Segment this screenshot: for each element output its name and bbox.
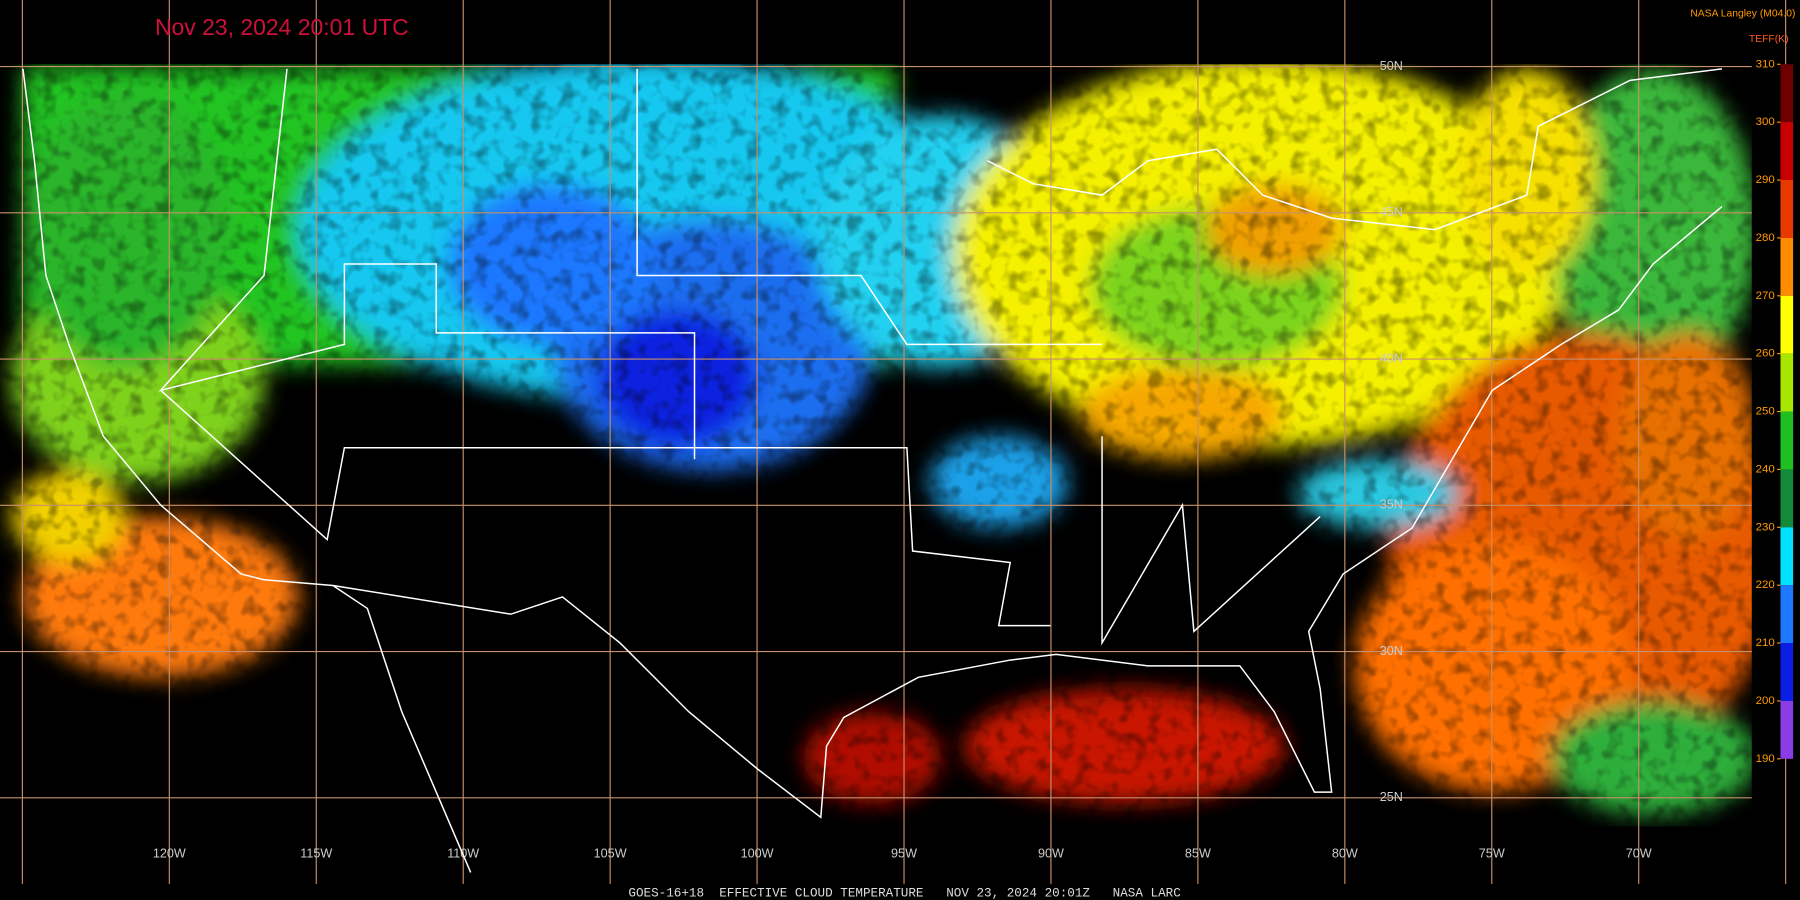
mask-bottom [0, 826, 1752, 900]
colorbar-segment [1780, 237, 1794, 296]
colorbar-tick-label: 270 [1756, 290, 1775, 302]
lat-label: 30N [1380, 644, 1403, 658]
lon-label: 95W [891, 846, 917, 860]
colorbar-segment [1780, 643, 1794, 701]
colorbar-tick-label: 260 [1756, 348, 1775, 360]
colorbar: 310 300 290 280 270 260 250 240 230 220 210 200 190 [1756, 58, 1794, 765]
colorbar-tick-label: 300 [1756, 116, 1775, 128]
colorbar-tick-label: 290 [1756, 174, 1775, 186]
colorbar-segment [1780, 353, 1794, 412]
colorbar-tick-label: 230 [1756, 521, 1775, 533]
state-lines [160, 389, 1051, 627]
colorbar-segment [1780, 64, 1794, 123]
lon-label: 100W [741, 846, 774, 860]
baja [332, 584, 472, 873]
lon-label: 120W [153, 846, 186, 860]
state-lines [158, 68, 696, 460]
coastline [22, 68, 1723, 819]
lat-label: 50N [1380, 59, 1403, 73]
lat-label: 45N [1380, 205, 1403, 219]
colorbar-label: TEFF(K) [1749, 34, 1789, 45]
lon-label: 85W [1185, 846, 1211, 860]
colorbar-segment [1780, 180, 1794, 238]
colorbar-tick-label: 220 [1756, 579, 1775, 591]
graticule: 120W 115W 110W 105W 100W 95W 90W 85W 80W 75W 70W50… [0, 0, 1787, 884]
timestamp: Nov 23, 2024 20:01 UTC [155, 14, 409, 40]
credit: NASA Langley (M04.0) [1690, 9, 1795, 20]
colorbar-segment [1780, 527, 1794, 586]
lat-label: 40N [1380, 351, 1403, 365]
boundaries [22, 68, 1723, 873]
colorbar-tick-label: 190 [1756, 753, 1775, 765]
lat-label: 35N [1380, 498, 1403, 512]
colorbar-tick-label: 240 [1756, 463, 1775, 475]
lon-label: 90W [1038, 846, 1064, 860]
colorbar-tick-label: 310 [1756, 58, 1775, 70]
colorbar-tick-label: 210 [1756, 637, 1775, 649]
lon-label: 70W [1626, 846, 1652, 860]
colorbar-tick-label: 200 [1756, 695, 1775, 707]
state-lines [1101, 436, 1321, 646]
lon-label: 75W [1479, 846, 1505, 860]
colorbar-segment [1780, 700, 1794, 759]
colorbar-tick-label: 250 [1756, 406, 1775, 418]
border [986, 68, 1723, 231]
caption: GOES-16+18 EFFECTIVE CLOUD TEMPERATURE N… [628, 885, 1181, 900]
lon-label: 105W [594, 846, 627, 860]
mask-top [0, 0, 1800, 65]
colorbar-tick-label: 280 [1756, 232, 1775, 244]
colorbar-segment [1780, 469, 1794, 528]
colorbar-segment [1780, 122, 1794, 181]
colorbar-segment [1780, 585, 1794, 644]
lon-label: 115W [300, 846, 332, 860]
lon-label: 80W [1332, 846, 1358, 860]
state-lines [636, 68, 1103, 346]
colorbar-segment [1780, 411, 1794, 470]
lat-label: 25N [1380, 790, 1403, 804]
colorbar-segment [1780, 295, 1794, 354]
